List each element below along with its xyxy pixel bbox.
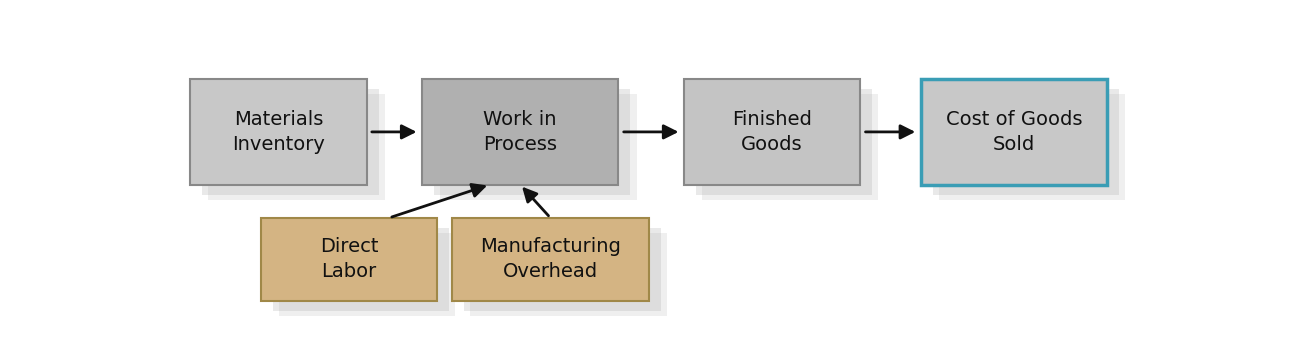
FancyBboxPatch shape <box>261 218 437 301</box>
FancyBboxPatch shape <box>464 228 660 311</box>
FancyBboxPatch shape <box>422 79 619 185</box>
FancyBboxPatch shape <box>702 94 879 199</box>
Text: Finished
Goods: Finished Goods <box>732 110 812 154</box>
FancyBboxPatch shape <box>208 94 385 199</box>
Text: Manufacturing
Overhead: Manufacturing Overhead <box>480 237 621 282</box>
Text: Cost of Goods
Sold: Cost of Goods Sold <box>945 110 1082 154</box>
FancyBboxPatch shape <box>273 228 448 311</box>
Text: Materials
Inventory: Materials Inventory <box>231 110 325 154</box>
FancyBboxPatch shape <box>434 89 630 194</box>
FancyBboxPatch shape <box>190 79 367 185</box>
Text: Work in
Process: Work in Process <box>484 110 558 154</box>
Text: Direct
Labor: Direct Labor <box>320 237 378 282</box>
FancyBboxPatch shape <box>920 79 1108 185</box>
FancyBboxPatch shape <box>452 218 649 301</box>
FancyBboxPatch shape <box>471 233 667 316</box>
FancyBboxPatch shape <box>932 89 1119 194</box>
FancyBboxPatch shape <box>696 89 872 194</box>
FancyBboxPatch shape <box>203 89 378 194</box>
FancyBboxPatch shape <box>280 233 455 316</box>
FancyBboxPatch shape <box>939 94 1126 199</box>
FancyBboxPatch shape <box>441 94 637 199</box>
FancyBboxPatch shape <box>684 79 861 185</box>
